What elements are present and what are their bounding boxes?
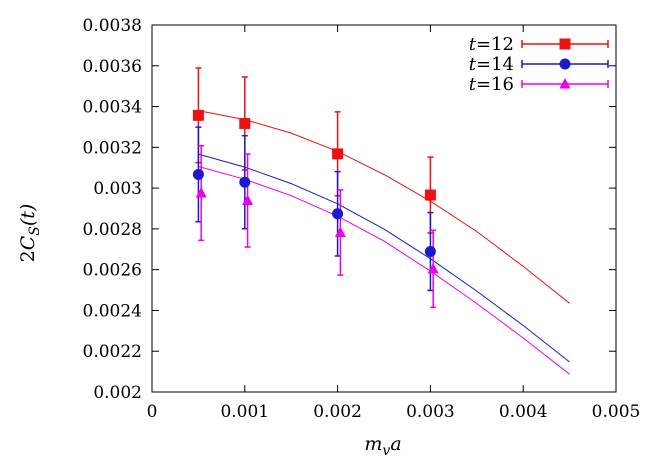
x-tick-label: 0.005 <box>592 402 641 422</box>
x-tick-label: 0.001 <box>220 402 269 422</box>
y-tick-label: 0.0032 <box>83 138 142 158</box>
legend-label: t=12 <box>469 34 514 55</box>
y-tick-label: 0.0026 <box>83 261 142 281</box>
fit-curve <box>198 110 570 304</box>
axis-ticks: 0 0.001 0.002 0.003 0.004 0.005 0.002 0.0022 0.0… <box>83 16 641 422</box>
legend-item: t=12 <box>469 34 609 55</box>
y-tick-label: 0.003 <box>93 179 142 199</box>
data-point-triangle <box>195 187 207 198</box>
x-tick-label: 0.003 <box>406 402 455 422</box>
x-tick-label: 0.004 <box>499 402 548 422</box>
fit-curves <box>198 110 570 375</box>
legend-marker-triangle <box>559 78 571 89</box>
x-axis-label: mva <box>364 433 401 458</box>
y-tick-label: 0.0022 <box>83 342 142 362</box>
plot-frame <box>151 24 617 393</box>
legend-marker-circle <box>559 58 571 70</box>
legend-item: t=14 <box>469 54 609 75</box>
data-point-triangle <box>334 226 346 238</box>
data-markers <box>192 109 439 274</box>
data-point-circle <box>332 208 344 220</box>
y-tick-label: 0.0034 <box>83 98 142 118</box>
data-point-square <box>332 148 344 160</box>
data-point-triangle <box>427 262 439 274</box>
fit-curve <box>198 153 570 363</box>
legend-label: t=16 <box>469 74 514 95</box>
x-tick-label: 0.002 <box>313 402 362 422</box>
data-point-square <box>239 117 251 129</box>
y-tick-label: 0.0038 <box>83 16 142 36</box>
legend-marker-square <box>559 38 571 50</box>
y-tick-label: 0.0028 <box>83 220 142 240</box>
legend-item: t=16 <box>469 74 609 95</box>
legend-label: t=14 <box>469 54 514 75</box>
ylabel-text: 2CS(t) <box>17 204 43 263</box>
y-tick-label: 0.002 <box>93 383 142 403</box>
x-tick-label: 0 <box>147 402 158 422</box>
data-point-circle <box>424 246 436 258</box>
legend: t=12t=14t=16 <box>469 34 609 95</box>
data-point-circle <box>192 168 204 180</box>
data-point-circle <box>239 176 251 188</box>
y-tick-label: 0.0036 <box>83 57 142 77</box>
data-point-triangle <box>242 194 254 206</box>
y-axis-label: 2CS(t) <box>17 204 43 263</box>
data-point-square <box>424 189 436 201</box>
fit-curve <box>198 166 570 375</box>
error-bars <box>195 67 437 309</box>
data-point-square <box>192 109 204 121</box>
plot-border <box>151 24 617 393</box>
y-tick-label: 0.0024 <box>83 301 142 321</box>
